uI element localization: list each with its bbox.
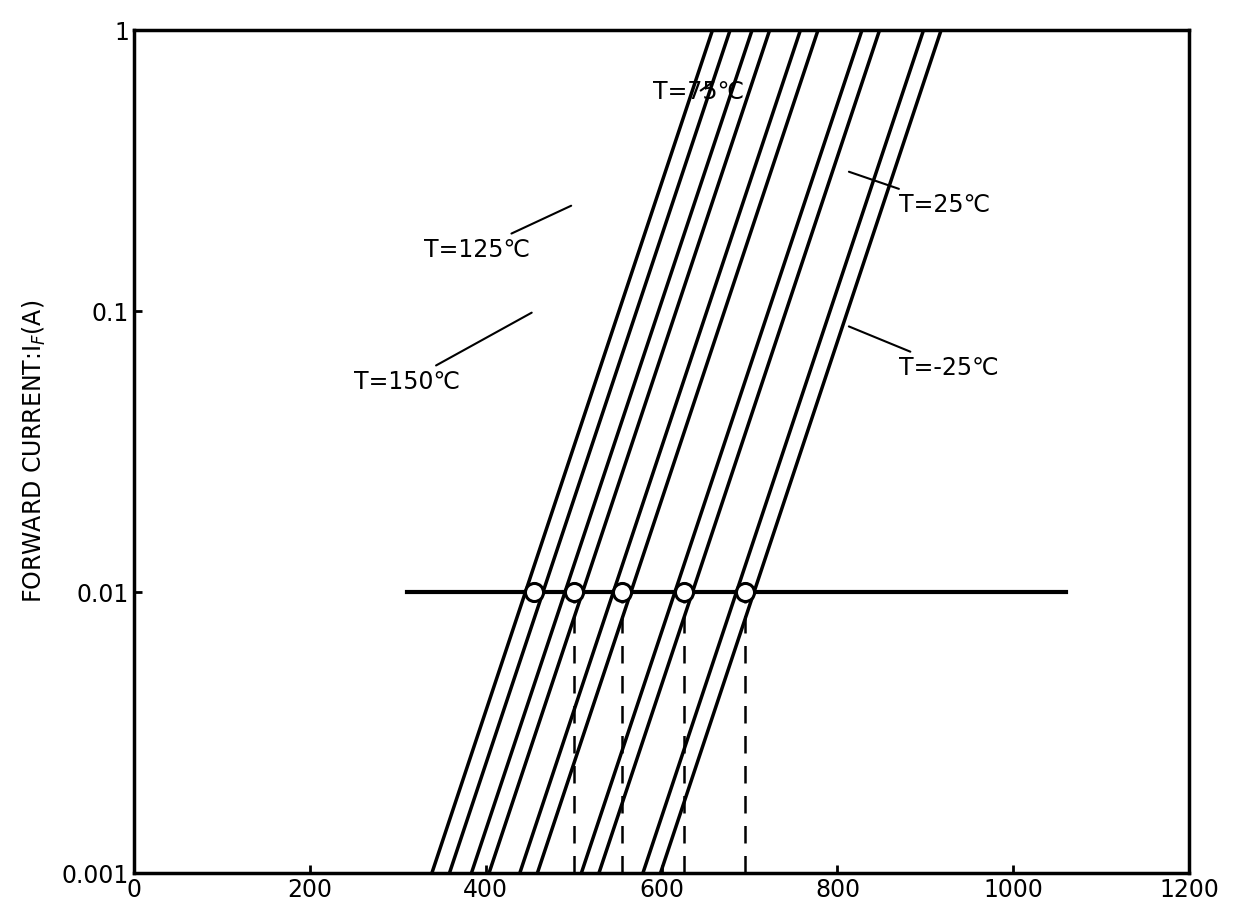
Text: T=75℃: T=75℃ [652, 80, 744, 104]
Text: T=125℃: T=125℃ [424, 206, 572, 261]
Text: T=150℃: T=150℃ [353, 313, 532, 393]
Text: T=-25℃: T=-25℃ [849, 327, 998, 379]
Text: T=25℃: T=25℃ [849, 172, 991, 217]
Y-axis label: FORWARD CURRENT:I$_F$(A): FORWARD CURRENT:I$_F$(A) [21, 300, 48, 604]
